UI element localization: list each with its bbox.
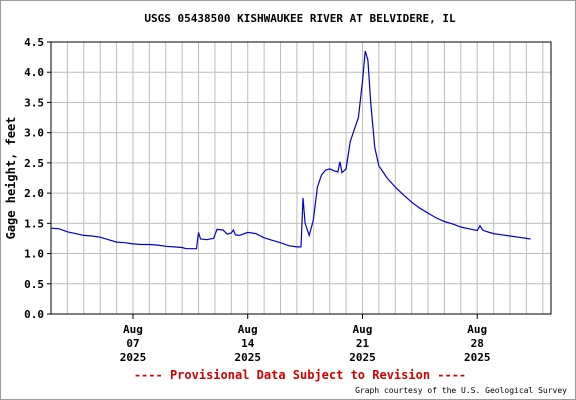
y-tick-label: 3.0	[24, 127, 44, 140]
usgs-credit: Graph courtesy of the U.S. Geological Su…	[355, 386, 567, 395]
series-line-gage-height	[50, 50, 531, 250]
chart-title: USGS 05438500 KISHWAUKEE RIVER AT BELVID…	[144, 12, 456, 25]
x-tick-label: 14	[241, 337, 255, 350]
x-tick-label: Aug	[123, 323, 143, 336]
x-tick-label: 28	[471, 337, 484, 350]
x-tick-label: 2025	[349, 351, 376, 364]
plot-area	[50, 41, 552, 315]
y-tick-label: 3.5	[24, 96, 44, 109]
y-tick-label: 1.5	[24, 217, 44, 230]
y-tick-label: 4.5	[24, 36, 44, 49]
y-axis-ticks: 0.0 0.5 1.0 1.5 2.0 2.5 3.0 3.5 4.0 4.5	[24, 36, 51, 321]
x-tick-label: 21	[356, 337, 370, 350]
x-tick-label: 2025	[120, 351, 147, 364]
y-tick-label: 2.0	[24, 187, 44, 200]
x-tick-label: 07	[126, 337, 139, 350]
x-tick-label: Aug	[353, 323, 373, 336]
y-tick-label: 1.0	[24, 248, 44, 261]
y-tick-label: 2.5	[24, 157, 44, 170]
x-tick-label: 2025	[464, 351, 491, 364]
x-tick-label: Aug	[467, 323, 487, 336]
y-tick-label: 0.0	[24, 308, 44, 321]
grid-lines	[51, 41, 551, 315]
x-tick-label: Aug	[238, 323, 258, 336]
x-tick-label: 2025	[234, 351, 261, 364]
provisional-notice: ---- Provisional Data Subject to Revisio…	[134, 368, 466, 382]
y-tick-label: 0.5	[24, 278, 44, 291]
y-tick-label: 4.0	[24, 66, 44, 79]
y-axis-label: Gage height, feet	[4, 117, 18, 240]
